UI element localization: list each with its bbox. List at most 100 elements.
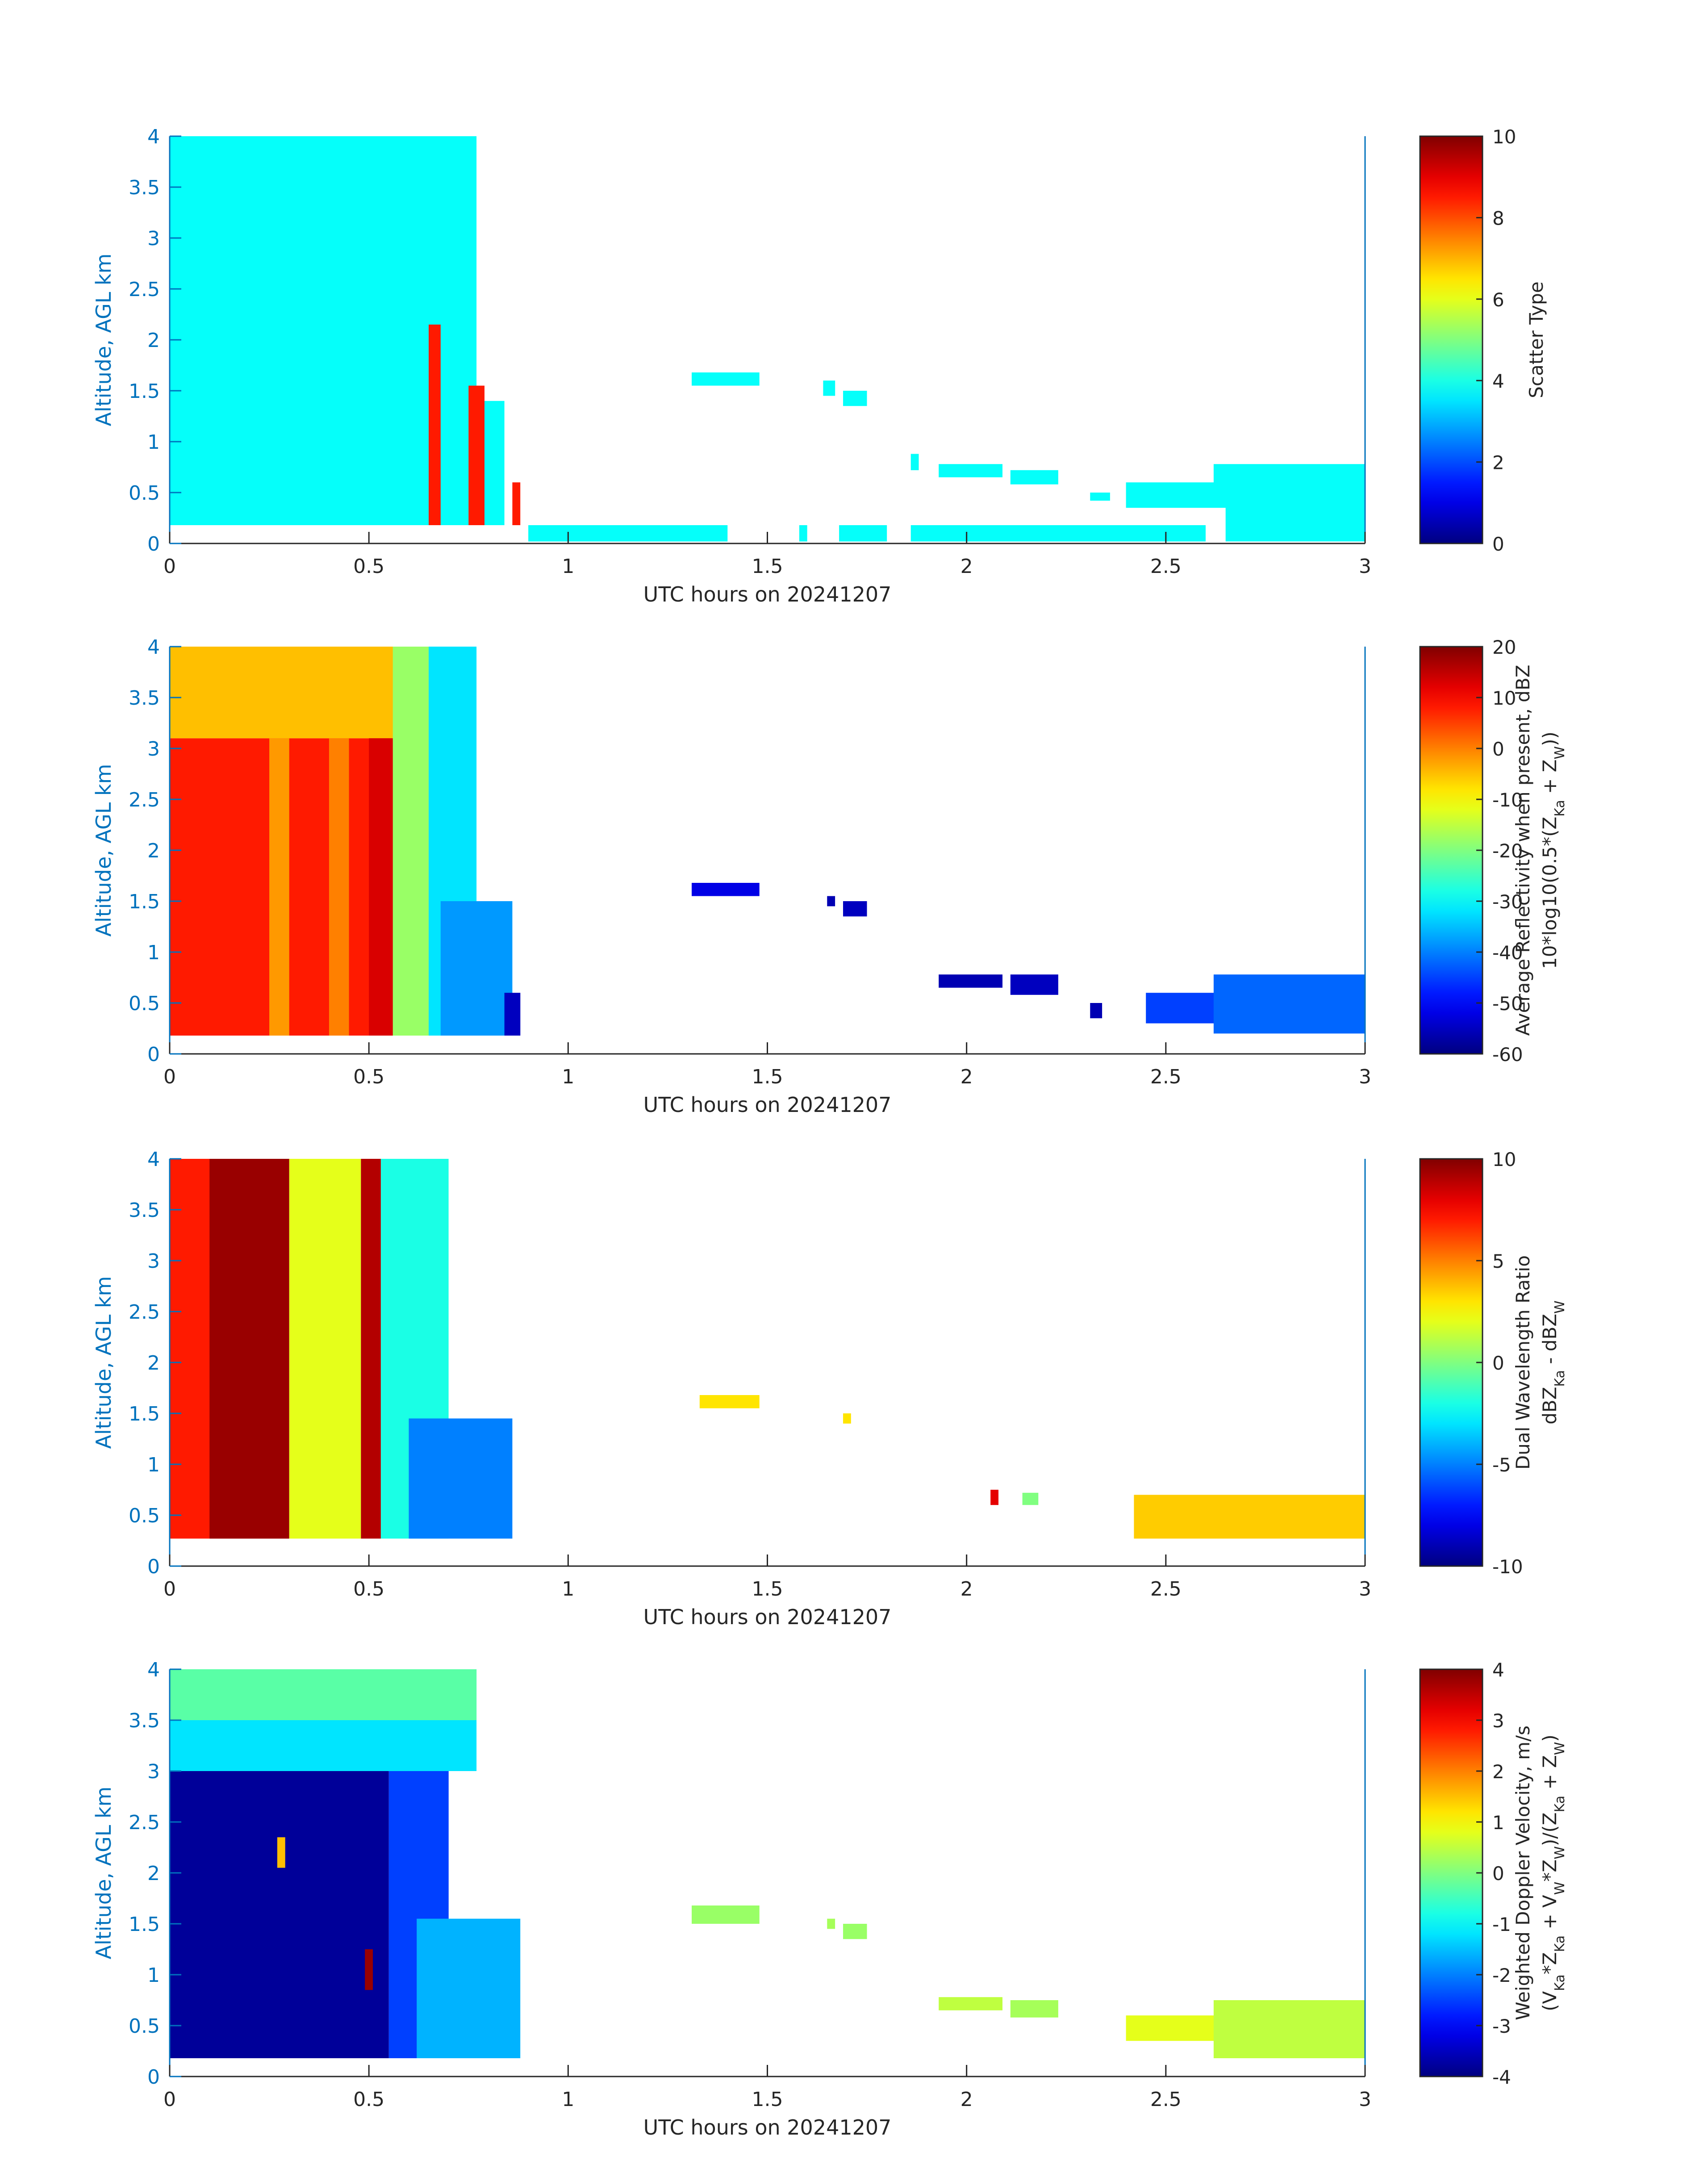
colorbar (1419, 646, 1483, 1055)
y-tick-label: 1 (147, 431, 160, 454)
y-tick-label: 0 (147, 1043, 160, 1066)
data-cell-9 (990, 1490, 998, 1505)
data-cell-6 (393, 647, 429, 1036)
data-cell-12 (839, 525, 887, 542)
data-cell-7 (365, 1949, 373, 1990)
colorbar-tick-label: 0 (1492, 1863, 1504, 1885)
y-tick-label: 0 (147, 2066, 160, 2089)
colorbar (1419, 135, 1483, 544)
y-tick-label: 0.5 (129, 992, 160, 1015)
y-tick-label: 3 (147, 738, 160, 760)
colorbar-label: Dual Wavelength Ratio (1512, 1255, 1534, 1470)
x-tick-label: 2.5 (1150, 555, 1182, 578)
x-tick-label: 0 (163, 2088, 176, 2111)
colorbar-label: Weighted Doppler Velocity, m/s (1512, 1726, 1534, 2020)
x-axis-label: UTC hours on 20241207 (643, 1093, 892, 1117)
x-tick-label: 0 (163, 555, 176, 578)
x-tick-label: 2.5 (1150, 1578, 1182, 1600)
colorbar-tick-label: 4 (1492, 370, 1504, 392)
colorbar-label: Average Reflectivity when present, dBZ (1512, 664, 1534, 1036)
colorbar-tick-label: 3 (1492, 1710, 1504, 1732)
colorbar-tick-label: -30 (1492, 891, 1523, 913)
data-cell-12 (843, 901, 867, 917)
y-tick-label: 1.5 (129, 380, 160, 403)
panel-4: 0 0.5 1 1.5 2 2.5 3 0 0.5 1 1.5 2 2.5 3 3.5 4 UTC hours … (92, 1659, 1568, 2139)
y-tick-label: 2 (147, 1352, 160, 1375)
y-tick-label: 3 (147, 1760, 160, 1783)
data-cell-8 (440, 901, 513, 1036)
colorbar-tick-label: 20 (1492, 636, 1516, 658)
data-cell-5 (468, 385, 484, 525)
y-axis-label: Altitude, AGL km (92, 1786, 116, 1959)
colorbar-tick-label: -5 (1492, 1454, 1511, 1476)
y-tick-label: 2.5 (129, 1301, 160, 1324)
data-cell-14 (910, 454, 919, 470)
y-tick-label: 2 (147, 329, 160, 352)
data-cell-7 (699, 1395, 760, 1408)
y-tick-label: 2 (147, 840, 160, 862)
y-tick-label: 1.5 (129, 1913, 160, 1936)
y-tick-label: 4 (147, 1148, 160, 1171)
colorbar-tick-label: 2 (1492, 452, 1504, 474)
y-tick-label: 0.5 (129, 482, 160, 505)
data-cell-9 (823, 380, 835, 396)
data-cell-17 (1213, 974, 1365, 1034)
x-tick-label: 3 (1359, 2088, 1371, 2111)
data-cell-2 (170, 1669, 477, 1720)
colorbar-tick-label: 10 (1492, 687, 1516, 709)
colorbar-tick-label: 10 (1492, 1149, 1516, 1170)
data-cell-13 (939, 974, 1002, 988)
data-cell-11 (799, 525, 807, 542)
y-tick-label: 0 (147, 533, 160, 556)
y-axis-label: Altitude, AGL km (92, 1276, 116, 1449)
data-cell-12 (1010, 2000, 1058, 2018)
data-cell-19 (1213, 464, 1365, 488)
data-cell-10 (843, 1924, 867, 1939)
colorbar-label-formula: 10*log10(0.5*(ZKa + ZW)) (1539, 731, 1568, 969)
data-cell-1 (170, 738, 409, 1036)
colorbar-tick-label: -20 (1492, 840, 1523, 862)
x-tick-label: 0 (163, 1578, 176, 1600)
y-tick-label: 0.5 (129, 2015, 160, 2038)
colorbar-tick-label: 5 (1492, 1250, 1504, 1272)
x-tick-label: 0.5 (353, 555, 384, 578)
data-cell-4 (429, 324, 441, 525)
y-axis-label: Altitude, AGL km (92, 253, 116, 426)
x-tick-label: 2.5 (1150, 1066, 1182, 1088)
colorbar (1419, 1668, 1483, 2077)
data-cell-2 (209, 1159, 289, 1539)
data-cell-10 (1022, 1492, 1039, 1505)
y-tick-label: 2.5 (129, 789, 160, 811)
data-cell-3 (289, 1159, 361, 1539)
data-cell-9 (504, 993, 521, 1036)
y-tick-label: 0 (147, 1555, 160, 1578)
data-cell-17 (1090, 493, 1110, 501)
colorbar-tick-label: -10 (1492, 1556, 1523, 1578)
x-tick-label: 2 (960, 555, 973, 578)
y-tick-label: 3 (147, 1250, 160, 1273)
panel-1: 0 0.5 1 1.5 2 2.5 3 0 0.5 1 1.5 2 2.5 3 3.5 4 UTC hours … (92, 125, 1547, 606)
data-cell-14 (1010, 974, 1058, 995)
colorbar-tick-label: -2 (1492, 1964, 1511, 1986)
colorbar (1419, 1158, 1483, 1567)
colorbar-tick-label: -1 (1492, 1914, 1511, 1935)
y-tick-label: 1 (147, 1454, 160, 1476)
y-tick-label: 3.5 (129, 176, 160, 199)
colorbar-tick-label: 0 (1492, 738, 1504, 760)
colorbar-tick-label: 1 (1492, 1812, 1504, 1834)
data-cell-8 (692, 1905, 760, 1924)
data-cell-4 (361, 1159, 381, 1539)
y-tick-label: 4 (147, 1659, 160, 1681)
x-tick-label: 1.5 (752, 1066, 783, 1088)
y-tick-label: 2.5 (129, 278, 160, 301)
data-cell-2 (170, 647, 409, 739)
colorbar-tick-label: -40 (1492, 942, 1523, 964)
x-tick-label: 2.5 (1150, 2088, 1182, 2111)
data-cell-8 (843, 1413, 851, 1424)
colorbar-tick-label: -10 (1492, 789, 1523, 811)
data-cell-5 (369, 738, 393, 1036)
x-tick-label: 3 (1359, 555, 1371, 578)
y-tick-label: 3 (147, 227, 160, 250)
x-tick-label: 2 (960, 1066, 973, 1088)
